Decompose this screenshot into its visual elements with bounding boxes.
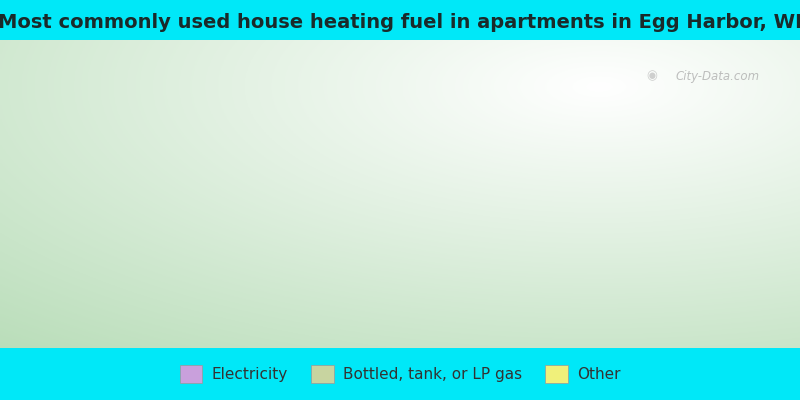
Text: Most commonly used house heating fuel in apartments in Egg Harbor, WI: Most commonly used house heating fuel in…: [0, 12, 800, 32]
Legend: Electricity, Bottled, tank, or LP gas, Other: Electricity, Bottled, tank, or LP gas, O…: [179, 365, 621, 383]
Wedge shape: [765, 0, 800, 25]
Wedge shape: [458, 0, 800, 7]
Wedge shape: [0, 0, 490, 24]
Text: City-Data.com: City-Data.com: [676, 70, 760, 84]
Text: ◉: ◉: [646, 69, 658, 82]
